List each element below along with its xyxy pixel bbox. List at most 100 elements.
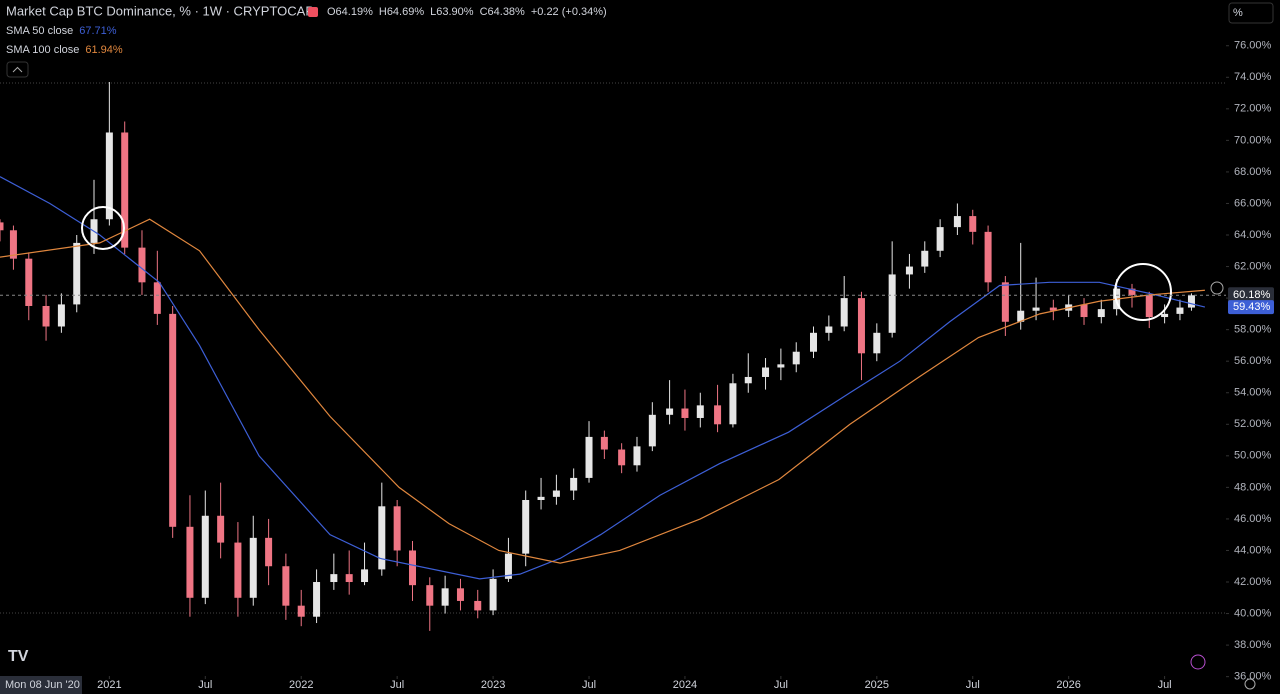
- candle-body: [1017, 310, 1025, 322]
- unit-button-label: %: [1233, 7, 1243, 19]
- candle-body: [809, 332, 817, 352]
- candle-body: [504, 553, 512, 579]
- y-tick-label: 52.00%: [1234, 418, 1272, 430]
- y-tick-label: 36.00%: [1234, 671, 1272, 683]
- x-tick-label: 2023: [481, 679, 505, 691]
- candle-body: [1097, 309, 1105, 318]
- candle-body: [282, 566, 290, 606]
- y-tick-label: 76.00%: [1234, 40, 1272, 52]
- x-tick-label: Jul: [390, 679, 404, 691]
- cursor-date: Mon 08 Jun '20: [5, 679, 80, 691]
- candle-body: [378, 506, 386, 570]
- candle-body: [537, 496, 545, 500]
- candle-body: [1161, 313, 1169, 318]
- candle-body: [618, 449, 626, 466]
- candle-body: [474, 600, 482, 611]
- highlight-circle: [1114, 263, 1172, 321]
- candle-body: [1032, 307, 1040, 311]
- candle-body: [73, 242, 81, 305]
- candle-body: [921, 250, 929, 267]
- candle-body: [265, 537, 273, 567]
- x-tick-label: Jul: [1158, 679, 1172, 691]
- candle-body: [522, 499, 530, 554]
- legend-name: SMA 50 close: [6, 25, 73, 37]
- unit-button[interactable]: [1228, 2, 1274, 24]
- candle-body: [729, 383, 737, 425]
- y-tick-label: 54.00%: [1234, 387, 1272, 399]
- candle-body: [201, 515, 209, 598]
- candle-body: [1145, 294, 1153, 318]
- y-tick-label: 66.00%: [1234, 197, 1272, 209]
- candle-body: [984, 231, 992, 283]
- magic-button[interactable]: [1190, 654, 1206, 670]
- ohlc-value: O64.19%: [327, 6, 373, 18]
- settings-button[interactable]: [1244, 678, 1256, 690]
- candle-body: [1001, 282, 1009, 322]
- candle-body: [9, 230, 17, 259]
- candle-body: [777, 364, 785, 368]
- candle-body: [234, 542, 242, 598]
- candle-body: [169, 313, 177, 527]
- candle-body: [186, 526, 194, 598]
- ohlc-value: H64.69%: [379, 6, 424, 18]
- candle-body: [905, 266, 913, 275]
- candle-body: [969, 216, 977, 232]
- ohlc-value: C64.38%: [480, 6, 525, 18]
- candle-body: [393, 506, 401, 551]
- candle-body: [313, 582, 321, 617]
- y-tick-label: 44.00%: [1234, 544, 1272, 556]
- candle-body: [441, 588, 449, 606]
- price-axis-panel: [1226, 0, 1280, 694]
- candle-body: [1128, 288, 1136, 295]
- x-tick-label: 2021: [97, 679, 121, 691]
- candle-body: [361, 569, 369, 583]
- candle-body: [696, 405, 704, 418]
- candle-body: [105, 132, 113, 220]
- flag-icon[interactable]: [308, 7, 318, 17]
- chart-title: Market Cap BTC Dominance, % · 1W · CRYPT…: [6, 3, 314, 18]
- candle-body: [648, 414, 656, 447]
- candle-body: [552, 490, 560, 497]
- candle-body: [153, 282, 161, 314]
- candle-body: [1187, 295, 1195, 308]
- add-button[interactable]: [1210, 281, 1224, 295]
- candle-body: [1049, 307, 1057, 311]
- candle-body: [666, 408, 674, 415]
- candle-body: [426, 585, 434, 606]
- y-tick-label: 56.00%: [1234, 355, 1272, 367]
- candle-body: [217, 515, 225, 543]
- y-tick-label: 72.00%: [1234, 103, 1272, 115]
- sma-line: [0, 218, 1205, 564]
- y-tick-label: 42.00%: [1234, 576, 1272, 588]
- y-tick-label: 48.00%: [1234, 481, 1272, 493]
- candle-body: [585, 436, 593, 478]
- y-tick-label: 38.00%: [1234, 639, 1272, 651]
- candle-body: [1080, 304, 1088, 318]
- candle-body: [633, 446, 641, 466]
- legend-value: 61.94%: [85, 44, 123, 56]
- legend: SMA 50 close 67.71%SMA 100 close 61.94%: [6, 25, 123, 56]
- candle-body: [42, 305, 50, 327]
- plot-area: [0, 82, 1206, 631]
- y-tick-label: 50.00%: [1234, 450, 1272, 462]
- collapse-icon: [12, 66, 23, 73]
- candle-body: [0, 222, 4, 231]
- candle-body: [489, 578, 497, 611]
- collapse-button[interactable]: [6, 61, 29, 78]
- ohlc-value: L63.90%: [430, 6, 474, 18]
- candle-body: [681, 408, 689, 418]
- candle-body: [792, 351, 800, 365]
- ohlc-readout: O64.19% H64.69% L63.90% C64.38% +0.22 (+0.34…: [327, 6, 607, 18]
- tv-logo: TV: [8, 648, 29, 665]
- x-tick-label: 2025: [865, 679, 889, 691]
- candle-body: [345, 574, 353, 583]
- y-tick-label: 68.00%: [1234, 166, 1272, 178]
- candle-body: [936, 227, 944, 251]
- candle-body: [409, 550, 417, 586]
- candle-body: [570, 477, 578, 491]
- x-tick-label: Jul: [966, 679, 980, 691]
- candle-body: [873, 332, 881, 354]
- candle-body: [762, 367, 770, 377]
